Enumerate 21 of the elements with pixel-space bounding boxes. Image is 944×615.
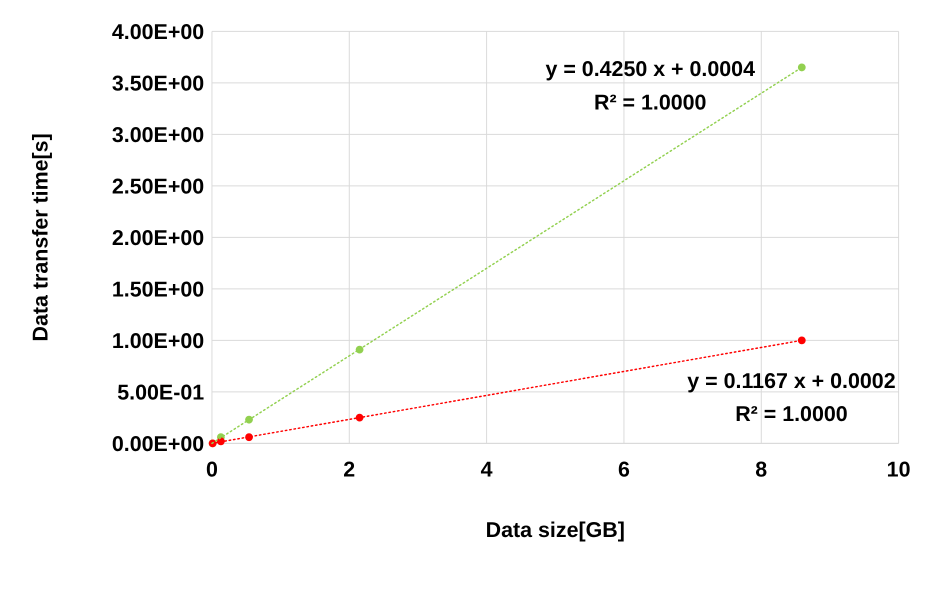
x-tick-label: 0 (206, 457, 218, 482)
x-tick-label: 2 (343, 457, 356, 482)
y-tick-label: 3.00E+00 (112, 123, 204, 148)
y-tick-label: 5.00E-01 (117, 380, 204, 405)
y-tick-label: 0.00E+00 (112, 432, 204, 456)
y-tick-label: 1.00E+00 (112, 329, 204, 354)
annotation: y = 0.4250 x + 0.0004 R² = 1.0000 (545, 57, 756, 114)
x-tick-label: 6 (618, 457, 630, 482)
x-axis-title: Data size[GB] (486, 518, 625, 542)
point (798, 336, 806, 344)
y-tick-label: 2.50E+00 (112, 174, 204, 199)
x-tick-label: 4 (480, 457, 493, 482)
y-tick-label: 1.50E+00 (112, 278, 204, 302)
y-tick-label: 4.00E+00 (112, 20, 204, 44)
point (798, 64, 806, 72)
x-tick-label: 10 (886, 457, 911, 482)
x-tick-label: 8 (755, 457, 768, 482)
y-axis-title: Data transfer time[s] (28, 133, 52, 342)
y-tick-label: 2.00E+00 (112, 226, 204, 250)
y-tick-label: 3.50E+00 (112, 72, 204, 96)
annotation: y = 0.1167 x + 0.0002 R² = 1.0000 (687, 368, 896, 426)
